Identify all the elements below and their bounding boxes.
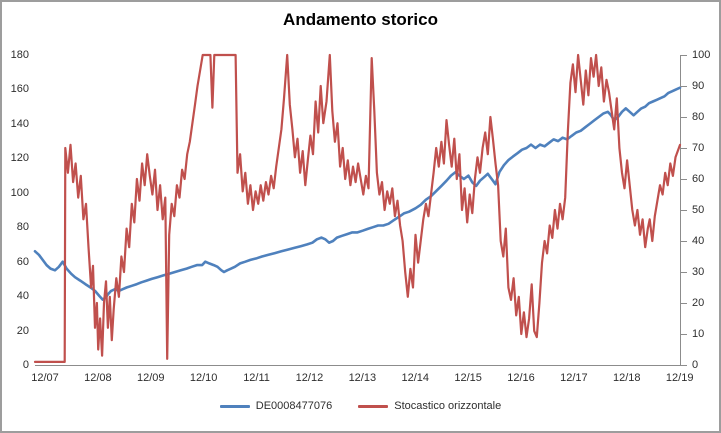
right-axis-tick-mark bbox=[680, 210, 687, 211]
right-axis-tick-mark bbox=[680, 179, 687, 180]
x-axis-tick-label: 12/13 bbox=[348, 372, 377, 384]
legend-line-swatch bbox=[219, 404, 250, 408]
right-axis-tick-label: 90 bbox=[692, 80, 705, 92]
x-axis-tick-label: 12/15 bbox=[454, 372, 482, 384]
legend-item: Stocastico orizzontale bbox=[358, 400, 501, 412]
right-axis-tick-mark bbox=[680, 148, 687, 149]
left-axis-tick-label: 100 bbox=[10, 186, 29, 199]
left-axis-tick-label: 120 bbox=[10, 152, 29, 165]
right-axis-tick-label: 10 bbox=[692, 328, 705, 340]
legend-line-swatch bbox=[358, 404, 389, 408]
right-axis-tick-mark bbox=[680, 241, 687, 242]
right-axis-tick-label: 20 bbox=[692, 297, 705, 309]
series-line-secondary bbox=[33, 53, 682, 363]
x-axis-tick-label: 12/14 bbox=[401, 372, 429, 384]
legend-label: DE0008477076 bbox=[255, 400, 333, 412]
right-axis-tick-label: 70 bbox=[692, 142, 705, 154]
right-axis-tick-mark bbox=[680, 86, 687, 87]
left-axis-tick-label: 20 bbox=[16, 324, 29, 337]
right-axis-tick-mark bbox=[680, 365, 687, 366]
right-axis-tick-mark bbox=[680, 303, 687, 304]
legend-item: DE0008477076 bbox=[219, 400, 333, 412]
left-axis-tick-label: 140 bbox=[10, 117, 29, 130]
x-axis-tick-label: 12/19 bbox=[665, 372, 694, 384]
plot-area bbox=[33, 53, 682, 366]
x-axis-tick-label: 12/09 bbox=[137, 372, 165, 384]
x-axis-tick-label: 12/07 bbox=[31, 372, 59, 384]
x-axis-tick-label: 12/18 bbox=[613, 372, 641, 384]
x-axis-tick-label: 12/11 bbox=[243, 372, 270, 384]
right-axis-tick-label: 100 bbox=[692, 49, 711, 61]
left-axis-tick-label: 80 bbox=[16, 221, 29, 234]
right-axis-tick-label: 60 bbox=[692, 173, 705, 185]
left-axis-tick-label: 40 bbox=[16, 290, 29, 303]
right-axis-tick-mark bbox=[680, 55, 687, 56]
left-axis-tick-label: 60 bbox=[16, 255, 29, 268]
right-axis-tick-label: 30 bbox=[692, 266, 705, 278]
legend: DE0008477076 Stocastico orizzontale bbox=[2, 400, 719, 412]
legend-label: Stocastico orizzontale bbox=[394, 400, 502, 412]
right-axis-tick-label: 0 bbox=[692, 359, 699, 371]
series-line-primary bbox=[33, 86, 682, 301]
x-axis-tick-label: 12/17 bbox=[560, 372, 588, 384]
x-axis-tick-label: 12/10 bbox=[189, 372, 218, 384]
right-axis-tick-mark bbox=[680, 117, 687, 118]
right-axis-tick-mark bbox=[680, 272, 687, 273]
right-axis-tick-label: 40 bbox=[692, 235, 705, 247]
left-axis-tick-label: 0 bbox=[22, 359, 29, 371]
x-axis-tick-label: 12/08 bbox=[84, 372, 112, 384]
right-axis-tick-label: 80 bbox=[692, 111, 705, 123]
series-plot bbox=[33, 53, 682, 363]
left-axis-tick-label: 180 bbox=[10, 49, 29, 61]
left-axis-tick-label: 160 bbox=[10, 83, 29, 96]
x-axis-tick-label: 12/12 bbox=[295, 372, 324, 384]
right-axis-tick-mark bbox=[680, 334, 687, 335]
chart-title: Andamento storico bbox=[283, 10, 438, 29]
x-axis-tick-label: 12/16 bbox=[507, 372, 535, 384]
right-axis-tick-label: 50 bbox=[692, 204, 705, 216]
